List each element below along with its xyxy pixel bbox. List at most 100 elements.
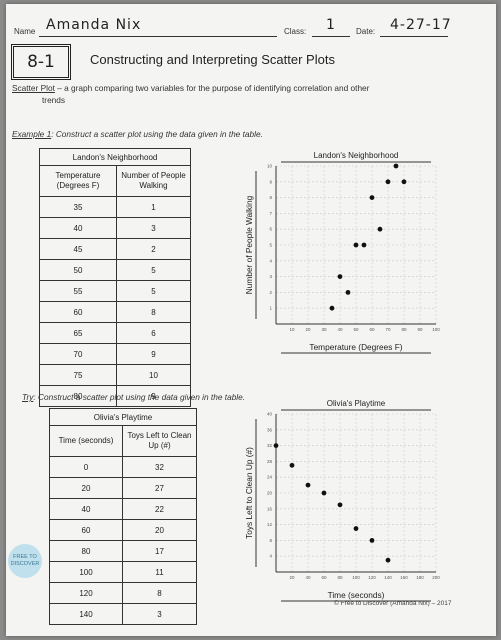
table-cell: 17 <box>122 540 197 562</box>
data-point <box>377 226 383 232</box>
table-cell: 35 <box>39 196 117 218</box>
table-cell: 6 <box>116 322 191 344</box>
try-label: Try <box>22 392 34 402</box>
table-cell: 80 <box>39 385 117 407</box>
example-scatter-plot: Landon's Neighborhood 10 20 30 40 50 60 70 80 90 1… <box>244 151 440 354</box>
data-point <box>369 195 375 200</box>
table-cell: 11 <box>122 561 197 583</box>
table-cell: 140 <box>49 603 123 625</box>
lesson-number-box: 8-1 <box>11 44 71 80</box>
example-data-table: Landon's Neighborhood Temperature (Degre… <box>39 148 191 407</box>
table-row: 40 3 <box>39 217 191 239</box>
table-header: Number of People Walking <box>116 165 191 197</box>
y-tick-label: 24 <box>267 475 273 480</box>
try-scatter-plot: Olivia's Playtime 20 40 60 80 100 120 140 160 180… <box>244 399 440 602</box>
y-tick-label: 7 <box>269 211 272 216</box>
table-cell: 8 <box>122 582 197 604</box>
data-point <box>329 305 335 311</box>
table-cell: 0 <box>49 456 123 478</box>
table-row: 100 11 <box>49 561 197 583</box>
table-cell: 20 <box>122 519 197 541</box>
table-cell: 10 <box>116 364 191 386</box>
x-tick-label: 80 <box>401 327 407 332</box>
example-label: Example 1 <box>12 129 52 139</box>
free-to-discover-logo: FREE TO DISCOVER <box>8 544 42 578</box>
x-tick-label: 40 <box>337 327 343 332</box>
y-tick-label: 8 <box>269 195 272 200</box>
table-row: 50 5 <box>39 259 191 281</box>
table-header: Temperature (Degrees F) <box>39 165 117 197</box>
y-tick-label: 6 <box>269 227 272 232</box>
table-cell: 60 <box>39 301 117 323</box>
table-cell: 3 <box>122 603 197 625</box>
table-cell: 22 <box>122 498 197 520</box>
data-point <box>273 443 279 448</box>
table-cell: 3 <box>116 217 191 239</box>
x-tick-label: 180 <box>416 575 424 580</box>
table-cell: 50 <box>39 259 117 281</box>
x-tick-label: 160 <box>400 575 408 580</box>
name-value: Amanda Nix <box>46 17 142 33</box>
table-row: 140 3 <box>49 603 197 625</box>
x-tick-label: 40 <box>305 575 311 580</box>
data-point <box>361 242 367 248</box>
y-tick-label: 12 <box>267 522 273 527</box>
data-point <box>337 502 343 508</box>
y-axis-label: Number of People Walking <box>244 195 254 294</box>
y-axis-label: Toys Left to Clean Up (#) <box>244 447 254 539</box>
table-cell: 45 <box>39 238 117 260</box>
definition-text: – a graph comparing two variables for th… <box>54 83 370 93</box>
data-point <box>289 462 295 468</box>
date-label: Date: <box>356 27 376 36</box>
table-cell: 5 <box>116 259 191 281</box>
try-instruction-text: : Construct a scatter plot using the dat… <box>33 392 246 402</box>
table-cell: 60 <box>49 519 123 541</box>
x-tick-label: 140 <box>384 575 392 580</box>
table-cell: 20 <box>49 477 123 499</box>
y-tick-label: 1 <box>269 306 272 311</box>
x-tick-label: 200 <box>432 575 440 580</box>
table-cell: 5 <box>116 280 191 302</box>
y-tick-label: 16 <box>267 506 273 511</box>
page-title: Constructing and Interpreting Scatter Pl… <box>90 52 335 67</box>
table-cell: 32 <box>122 456 197 478</box>
table-cell: 55 <box>39 280 117 302</box>
data-point <box>393 163 399 169</box>
table-row: 80 17 <box>49 540 197 562</box>
table-row: 75 10 <box>39 364 191 386</box>
table-row: 0 32 <box>49 456 197 478</box>
table-row: 45 2 <box>39 238 191 260</box>
data-point <box>321 490 327 496</box>
data-point <box>337 274 343 279</box>
x-tick-label: 20 <box>305 327 311 332</box>
table-row: 80 9 <box>39 385 191 407</box>
x-tick-label: 10 <box>289 327 295 332</box>
table-cell: 80 <box>49 540 123 562</box>
table-cell: 40 <box>39 217 117 239</box>
table-header: Time (seconds) <box>49 425 123 457</box>
x-tick-label: 90 <box>417 327 423 332</box>
table-caption: Landon's Neighborhood <box>39 148 191 166</box>
table-cell: 2 <box>116 238 191 260</box>
y-tick-label: 2 <box>269 290 272 295</box>
example-instruction: Example 1: Construct a scatter plot usin… <box>12 128 263 140</box>
table-cell: 9 <box>116 343 191 365</box>
chart-title: Landon's Neighborhood <box>314 151 399 160</box>
x-axis-label: Temperature (Degrees F) <box>309 342 402 352</box>
x-axis-label: Time (seconds) <box>328 590 385 600</box>
table-cell: 100 <box>49 561 123 583</box>
table-cell: 1 <box>116 196 191 218</box>
table-cell: 9 <box>116 385 191 407</box>
table-cell: 27 <box>122 477 197 499</box>
table-row: 60 8 <box>39 301 191 323</box>
data-point <box>345 290 351 295</box>
name-label: Name <box>14 27 36 36</box>
x-tick-label: 60 <box>369 327 375 332</box>
y-tick-label: 28 <box>267 459 273 464</box>
definition-term: Scatter Plot <box>12 83 55 93</box>
data-point <box>385 557 391 563</box>
table-cell: 120 <box>49 582 123 604</box>
x-tick-label: 120 <box>368 575 376 580</box>
data-point <box>305 482 311 488</box>
class-label: Class: <box>284 27 307 36</box>
